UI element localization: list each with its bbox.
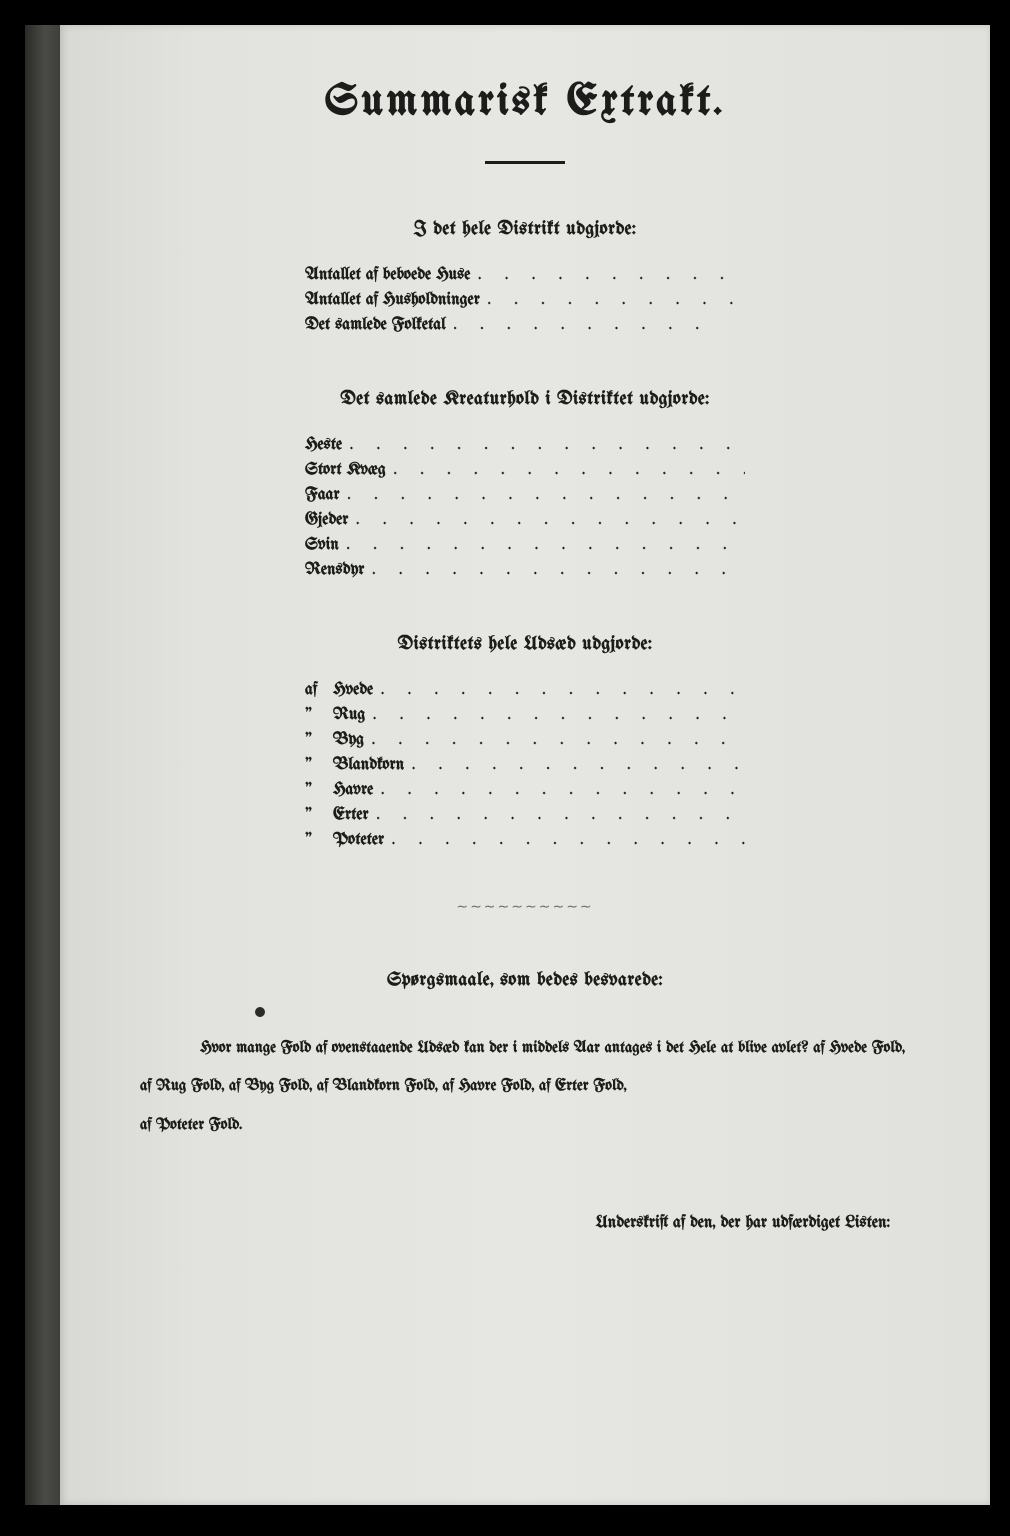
item-label: Antallet af Husholdninger: [305, 292, 480, 309]
item-label: Gjeder: [305, 512, 348, 529]
section2-heading: Det samlede Kreaturhold i Distriktet udg…: [60, 389, 990, 409]
item-label: Havre: [333, 782, 373, 799]
section4-heading: Spørgsmaale, som bedes besvarede:: [60, 970, 990, 990]
item-prefix: ": [305, 832, 333, 849]
list-item: Antallet af beboede Huse . . . . . . . .…: [305, 267, 745, 284]
list-item: Faar . . . . . . . . . . . . . . . .: [305, 487, 745, 504]
section3-heading: Distriktets hele Udsæd udgjorde:: [60, 634, 990, 654]
section1-heading: I det hele Distrikt udgjorde:: [60, 219, 990, 239]
ink-blot: [255, 1007, 265, 1017]
item-prefix: ": [305, 807, 333, 824]
leader-dots: . . . . . . . . . . . . . . . .: [348, 488, 745, 503]
leader-dots: . . . . . . . . . . . . . . . .: [373, 708, 745, 723]
item-label: Erter: [333, 807, 369, 824]
leader-dots: . . . . . . . . . . . . . . . .: [372, 733, 745, 748]
item-label: Heste: [305, 437, 342, 454]
list-item: " Poteter . . . . . . . . . . . . . . .: [305, 832, 745, 849]
item-label: Byg: [333, 732, 364, 749]
item-prefix: ": [305, 732, 333, 749]
list-item: " Havre . . . . . . . . . . . . . . .: [305, 782, 745, 799]
item-label: Rug: [333, 707, 365, 724]
list-item: Rensdyr . . . . . . . . . . . . . .: [305, 562, 745, 579]
leader-dots: . . . . . . . . . .: [454, 318, 745, 333]
leader-dots: . . . . . . . . . . . . . . . .: [347, 538, 745, 553]
list-item: " Erter . . . . . . . . . . . . . . .: [305, 807, 745, 824]
list-item: Det samlede Folketal . . . . . . . . . .: [305, 317, 745, 334]
question-line: af Poteter Fold.: [140, 1107, 930, 1145]
item-label: Poteter: [333, 832, 384, 849]
item-label: Stort Kvæg: [305, 462, 386, 479]
list-item: " Rug . . . . . . . . . . . . . . . .: [305, 707, 745, 724]
leader-dots: . . . . . . . . . . . . . . . .: [356, 513, 745, 528]
list-item: " Byg . . . . . . . . . . . . . . . .: [305, 732, 745, 749]
item-label: Rensdyr: [305, 562, 364, 579]
leader-dots: . . . . . . . . . .: [478, 268, 745, 283]
ornament-divider: ∼∼∼∼∼∼∼∼∼∼: [60, 899, 990, 915]
list-item: af Hvede . . . . . . . . . . . . . . .: [305, 682, 745, 699]
item-prefix: ": [305, 707, 333, 724]
title-underline: [485, 161, 565, 164]
item-label: Faar: [305, 487, 340, 504]
page-title: Summarisk Extrakt.: [60, 80, 990, 126]
question-line: af Rug Fold, af Byg Fold, af Blandkorn F…: [140, 1068, 930, 1106]
signature-line: Underskrift af den, der har udfærdiget L…: [60, 1215, 890, 1232]
book-spine: [25, 25, 65, 1505]
leader-dots: . . . . . . . . . . . . . . . .: [350, 438, 745, 453]
section2-items: Heste . . . . . . . . . . . . . . . . St…: [305, 437, 745, 579]
question-line: Hvor mange Fold af ovenstaaende Udsæd ka…: [140, 1030, 930, 1068]
item-label: Blandkorn: [333, 757, 404, 774]
list-item: Stort Kvæg . . . . . . . . . . . . . .: [305, 462, 745, 479]
item-label: Det samlede Folketal: [305, 317, 446, 334]
item-label: Hvede: [333, 682, 373, 699]
section1-items: Antallet af beboede Huse . . . . . . . .…: [305, 267, 745, 334]
leader-dots: . . . . . . . . . .: [488, 293, 745, 308]
leader-dots: . . . . . . . . . . . . . .: [394, 463, 745, 478]
leader-dots: . . . . . . . . . . . . .: [412, 758, 745, 773]
section3-items: af Hvede . . . . . . . . . . . . . . . "…: [305, 682, 745, 849]
list-item: " Blandkorn . . . . . . . . . . . . .: [305, 757, 745, 774]
list-item: Svin . . . . . . . . . . . . . . . .: [305, 537, 745, 554]
document-page: Summarisk Extrakt. I det hele Distrikt u…: [60, 25, 990, 1505]
list-item: Antallet af Husholdninger . . . . . . . …: [305, 292, 745, 309]
leader-dots: . . . . . . . . . . . . . . .: [377, 808, 745, 823]
leader-dots: . . . . . . . . . . . . . .: [372, 563, 745, 578]
item-prefix: ": [305, 782, 333, 799]
questions-paragraph: Hvor mange Fold af ovenstaaende Udsæd ka…: [140, 1030, 930, 1145]
item-prefix: ": [305, 757, 333, 774]
item-label: Antallet af beboede Huse: [305, 267, 470, 284]
leader-dots: . . . . . . . . . . . . . . .: [392, 833, 745, 848]
list-item: Gjeder . . . . . . . . . . . . . . . .: [305, 512, 745, 529]
list-item: Heste . . . . . . . . . . . . . . . .: [305, 437, 745, 454]
item-prefix: af: [305, 682, 333, 699]
leader-dots: . . . . . . . . . . . . . . .: [381, 683, 745, 698]
item-label: Svin: [305, 537, 339, 554]
leader-dots: . . . . . . . . . . . . . . .: [381, 783, 745, 798]
